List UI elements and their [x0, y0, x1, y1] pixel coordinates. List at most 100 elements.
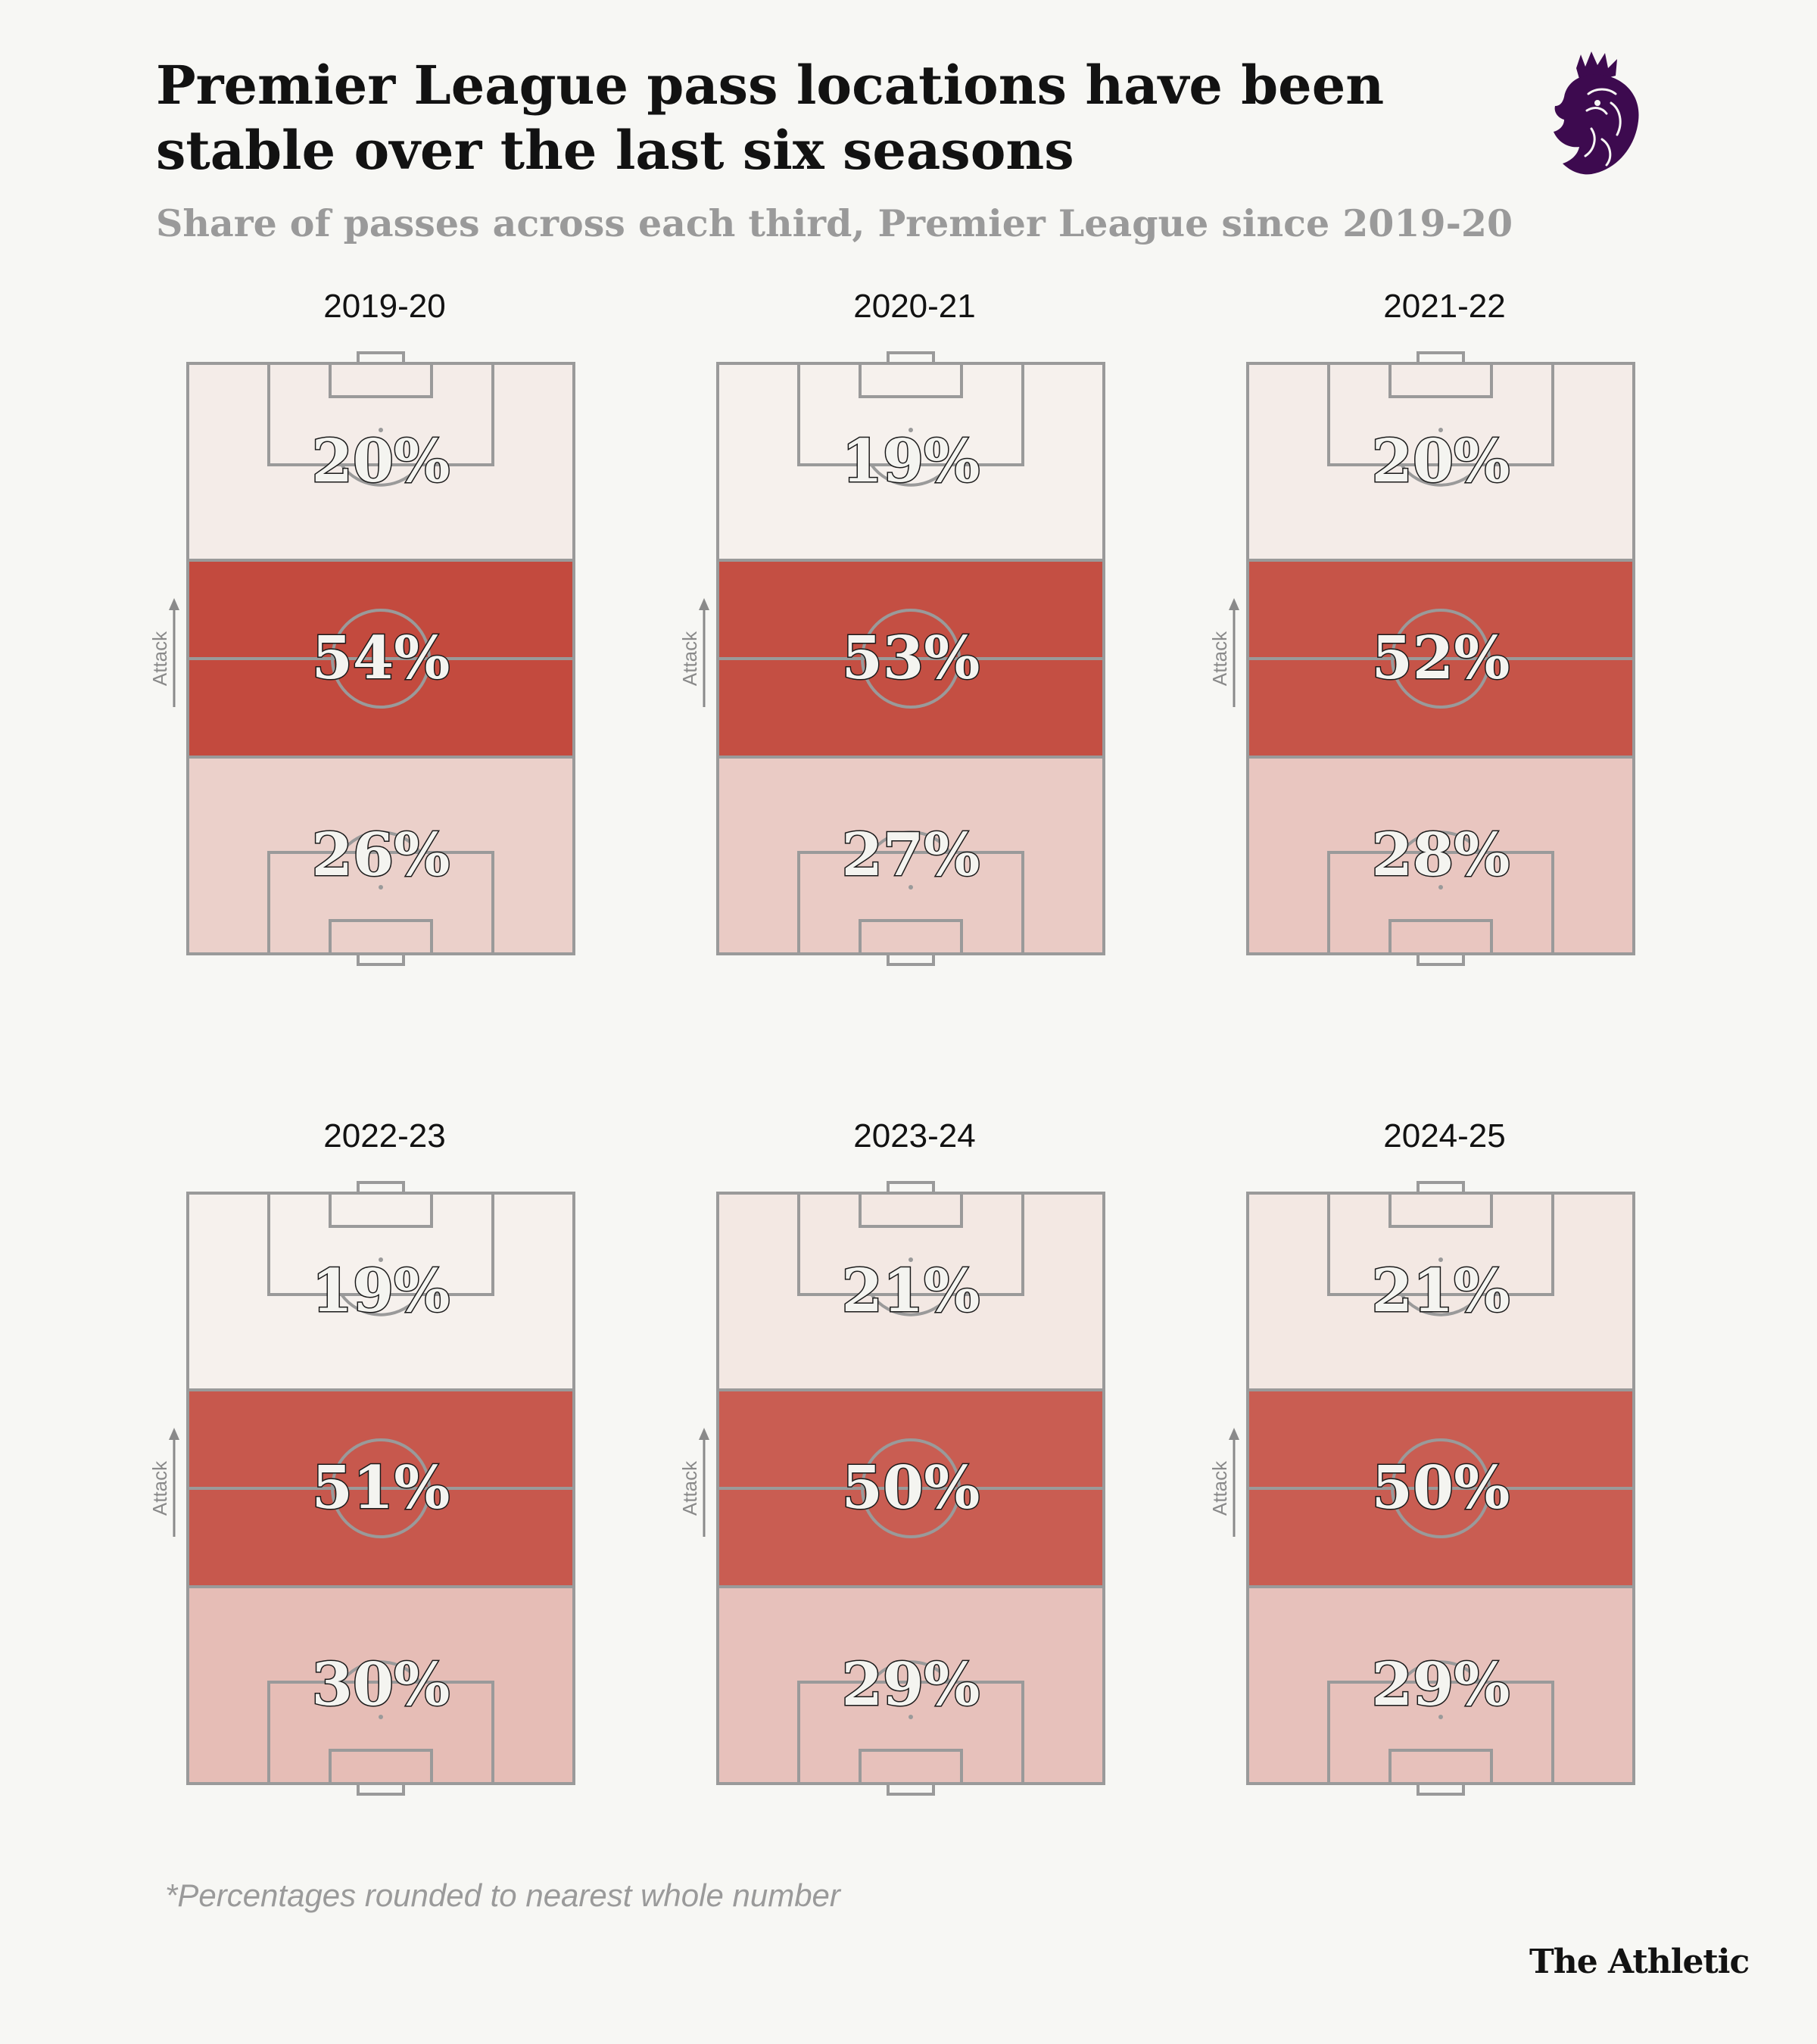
attack-arrow-head — [699, 598, 709, 610]
season-label: 2021-22 — [1383, 288, 1506, 325]
penalty-arc-top — [340, 1293, 422, 1316]
penalty-spot — [1438, 1257, 1443, 1262]
value-label-middle: 50% — [842, 1454, 980, 1522]
pitch-lines — [1246, 1181, 1635, 1796]
goal-bottom — [357, 952, 405, 966]
attack-label: Attack — [678, 1460, 701, 1516]
penalty-spot — [908, 428, 913, 432]
centre-circle — [861, 609, 961, 709]
attack-arrow-head — [169, 598, 179, 610]
penalty-spot — [908, 885, 913, 890]
value-label-defensive: 29% — [1372, 1650, 1510, 1719]
penalty-arc-bottom — [870, 1660, 952, 1684]
penalty-arc-bottom — [340, 830, 422, 854]
pitch-lines — [716, 1181, 1105, 1796]
attack-label: Attack — [148, 1460, 171, 1516]
penalty-spot — [1438, 885, 1443, 890]
centre-circle — [861, 1438, 961, 1538]
penalty-spot — [908, 1715, 913, 1719]
centre-circle — [1391, 609, 1491, 709]
season-panel: 2024-25 Attack 21% 50% 29% — [1208, 1117, 1672, 1799]
value-label-middle: 52% — [1372, 624, 1510, 693]
centre-circle — [331, 1438, 431, 1538]
value-label-middle: 53% — [842, 624, 980, 693]
goal-top — [1417, 1181, 1465, 1195]
goal-bottom — [1417, 952, 1465, 966]
chart-subtitle: Share of passes across each third, Premi… — [156, 201, 1513, 245]
attack-arrow-head — [169, 1428, 179, 1440]
value-label-attacking: 20% — [312, 427, 450, 496]
pitch-lines — [186, 1181, 575, 1796]
value-label-attacking: 21% — [842, 1257, 980, 1326]
season-panel: 2020-21 Attack 19% 53% 27% — [678, 288, 1142, 969]
value-label-middle: 50% — [1372, 1454, 1510, 1522]
attack-arrow-head — [1229, 598, 1239, 610]
penalty-spot — [1438, 428, 1443, 432]
goal-bottom — [887, 952, 935, 966]
footnote: *Percentages rounded to nearest whole nu… — [165, 1877, 840, 1913]
penalty-spot — [379, 1257, 383, 1262]
goal-bottom — [1417, 1782, 1465, 1796]
season-label: 2024-25 — [1383, 1117, 1506, 1154]
season-label: 2019-20 — [323, 288, 446, 325]
penalty-arc-bottom — [1400, 1660, 1482, 1684]
season-panel: 2022-23 Attack 19% 51% 30% — [148, 1117, 612, 1799]
penalty-spot — [1438, 1715, 1443, 1719]
attack-label: Attack — [678, 631, 701, 686]
value-label-defensive: 29% — [842, 1650, 980, 1719]
penalty-arc-bottom — [870, 830, 952, 854]
pitch-heatmap: Attack 21% 50% 29% — [678, 1181, 1105, 1796]
season-panel: 2023-24 Attack 21% 50% 29% — [678, 1117, 1142, 1799]
season-label: 2023-24 — [853, 1117, 976, 1154]
penalty-arc-bottom — [340, 1660, 422, 1684]
value-label-defensive: 28% — [1372, 821, 1510, 890]
pitch-lines — [186, 351, 575, 966]
value-label-defensive: 26% — [312, 821, 450, 890]
pitch-heatmap: Attack 20% 52% 28% — [1208, 351, 1635, 966]
penalty-spot — [379, 428, 383, 432]
value-label-attacking: 19% — [842, 427, 980, 496]
penalty-arc-top — [1400, 1293, 1482, 1316]
value-label-defensive: 30% — [312, 1650, 450, 1719]
pitch-lines — [716, 351, 1105, 966]
season-panel: 2021-22 Attack 20% 52% 28% — [1208, 288, 1672, 969]
goal-top — [887, 1181, 935, 1195]
value-label-attacking: 21% — [1372, 1257, 1510, 1326]
attack-arrow-head — [699, 1428, 709, 1440]
goal-bottom — [887, 1782, 935, 1796]
centre-circle — [1391, 1438, 1491, 1538]
season-label: 2020-21 — [853, 288, 976, 325]
pitch-heatmap: Attack 21% 50% 29% — [1208, 1181, 1635, 1796]
value-label-middle: 54% — [312, 624, 450, 693]
pitch-heatmap: Attack 19% 53% 27% — [678, 351, 1105, 966]
chart-title: Premier League pass locations have been … — [156, 54, 1385, 182]
goal-top — [357, 1181, 405, 1195]
value-label-middle: 51% — [312, 1454, 450, 1522]
penalty-spot — [379, 885, 383, 890]
value-label-attacking: 20% — [1372, 427, 1510, 496]
goal-top — [1417, 351, 1465, 365]
season-panel: 2019-20 Attack 20% 54% 26% — [148, 288, 612, 969]
pitch-heatmap: Attack 19% 51% 30% — [148, 1181, 575, 1796]
penalty-spot — [908, 1257, 913, 1262]
attack-arrow-head — [1229, 1428, 1239, 1440]
pitch-heatmap: Attack 20% 54% 26% — [148, 351, 575, 966]
penalty-arc-bottom — [1400, 830, 1482, 854]
penalty-arc-top — [870, 463, 952, 487]
attack-label: Attack — [148, 631, 171, 686]
penalty-spot — [379, 1715, 383, 1719]
the-athletic-logo: The Athletic — [1529, 1943, 1750, 1981]
penalty-arc-top — [870, 1293, 952, 1316]
penalty-arc-top — [1400, 463, 1482, 487]
attack-label: Attack — [1208, 631, 1231, 686]
attack-label: Attack — [1208, 1460, 1231, 1516]
goal-top — [357, 351, 405, 365]
goal-bottom — [357, 1782, 405, 1796]
goal-top — [887, 351, 935, 365]
centre-circle — [331, 609, 431, 709]
value-label-defensive: 27% — [842, 821, 980, 890]
premier-league-lion-icon — [1541, 50, 1647, 179]
pitch-lines — [1246, 351, 1635, 966]
season-label: 2022-23 — [323, 1117, 446, 1154]
value-label-attacking: 19% — [312, 1257, 450, 1326]
